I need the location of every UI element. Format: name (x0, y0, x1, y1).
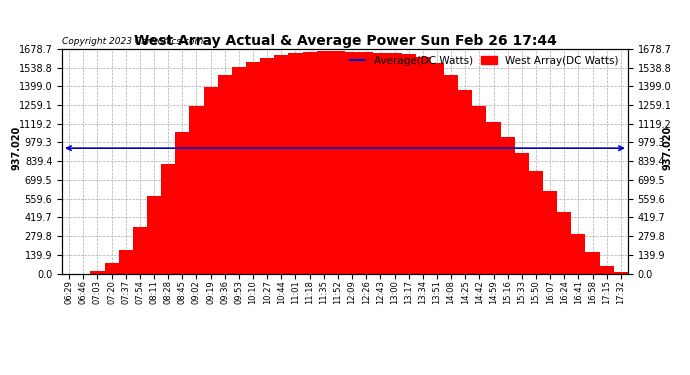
Text: 937.020: 937.020 (662, 126, 673, 170)
Bar (585, 252, 600, 274)
Title: West Array Actual & Average Power Sun Feb 26 17:44: West Array Actual & Average Power Sun Fe… (134, 34, 556, 48)
Bar (317, 51, 331, 274)
Bar (543, 190, 558, 274)
Bar (232, 68, 246, 274)
Bar (600, 266, 614, 274)
Bar (472, 106, 486, 274)
Bar (359, 52, 373, 274)
Bar (345, 51, 359, 274)
Bar (529, 171, 543, 274)
Bar (458, 90, 472, 274)
Bar (246, 62, 260, 274)
Bar (415, 57, 430, 274)
Bar (486, 122, 500, 274)
Bar (614, 272, 628, 274)
Bar (175, 132, 189, 274)
Bar (274, 55, 288, 274)
Bar (571, 234, 585, 274)
Bar (218, 75, 232, 274)
Bar (147, 196, 161, 274)
Bar (204, 87, 218, 274)
Bar (119, 250, 133, 274)
Bar (430, 63, 444, 274)
Bar (558, 212, 571, 274)
Bar (373, 53, 388, 274)
Bar (444, 75, 458, 274)
Bar (189, 106, 204, 274)
Bar (388, 53, 402, 274)
Legend: Average(DC Watts), West Array(DC Watts): Average(DC Watts), West Array(DC Watts) (346, 52, 622, 70)
Bar (331, 51, 345, 274)
Bar (288, 53, 302, 274)
Bar (302, 52, 317, 274)
Text: 937.020: 937.020 (12, 126, 22, 170)
Bar (90, 271, 105, 274)
Bar (105, 263, 119, 274)
Bar (515, 153, 529, 274)
Bar (260, 58, 274, 274)
Bar (402, 54, 415, 274)
Bar (161, 164, 175, 274)
Bar (132, 227, 147, 274)
Text: Copyright 2023 Cartronics.com: Copyright 2023 Cartronics.com (62, 38, 204, 46)
Bar (501, 137, 515, 274)
